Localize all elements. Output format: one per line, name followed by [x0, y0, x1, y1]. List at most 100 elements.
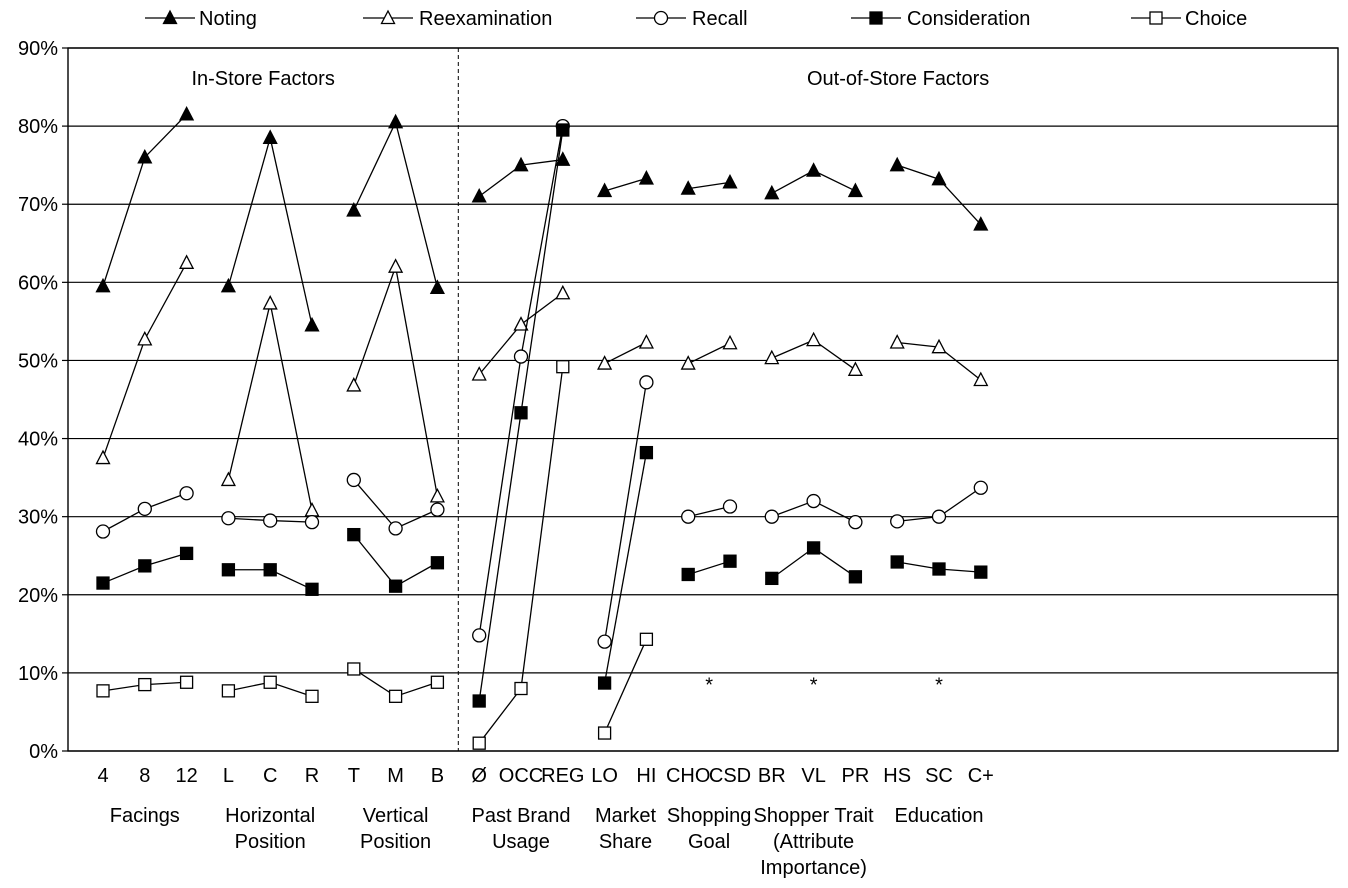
data-point	[514, 681, 528, 696]
data-point	[95, 524, 111, 539]
group-label: Goal	[688, 831, 730, 853]
data-point	[764, 509, 779, 524]
data-point	[472, 628, 487, 643]
data-point	[137, 148, 153, 164]
data-point	[304, 502, 320, 517]
group-label: (Attribute	[773, 831, 854, 853]
data-point	[556, 360, 570, 374]
series-line	[604, 177, 647, 192]
data-point	[973, 480, 988, 495]
group-label: Position	[360, 831, 431, 853]
data-point	[848, 570, 863, 584]
data-point	[597, 676, 612, 690]
legend-label: Noting	[199, 8, 257, 30]
data-point	[931, 170, 947, 186]
y-tick-label: 0%	[29, 741, 58, 763]
x-tick-label: HS	[883, 765, 911, 787]
data-point	[639, 375, 654, 390]
data-point	[138, 559, 152, 573]
data-point	[555, 151, 571, 166]
x-tick-label: 8	[139, 765, 150, 787]
series-line	[688, 181, 731, 190]
data-point	[806, 541, 821, 555]
group-label: Education	[895, 805, 984, 827]
data-point	[347, 527, 361, 542]
data-point	[179, 486, 194, 501]
series-line	[353, 534, 438, 588]
data-point	[973, 216, 989, 231]
section-label-in-store: In-Store Factors	[191, 68, 334, 90]
data-point	[514, 406, 528, 420]
series-recall	[95, 118, 988, 649]
data-point	[513, 156, 529, 172]
legend-marker	[380, 9, 396, 25]
data-point	[220, 277, 236, 293]
data-point	[305, 582, 319, 596]
x-tick-label: REG	[541, 765, 584, 787]
data-point	[305, 689, 319, 703]
series-reexamination	[95, 254, 989, 517]
group-label: Past Brand	[472, 805, 571, 827]
series-line	[353, 264, 439, 497]
data-point	[96, 576, 110, 590]
x-tick-label: 4	[97, 765, 108, 787]
data-point	[932, 562, 946, 576]
data-point	[472, 736, 486, 750]
data-point	[304, 514, 320, 530]
group-label: Market	[595, 805, 657, 827]
data-point	[388, 579, 403, 593]
group-label: Facings	[110, 805, 180, 827]
data-point	[137, 501, 152, 517]
y-tick-label: 90%	[18, 38, 58, 60]
data-point	[179, 675, 194, 689]
x-tick-label: SC	[925, 765, 953, 787]
data-point	[263, 675, 277, 689]
data-point	[347, 662, 361, 676]
series-line	[227, 303, 313, 511]
data-point	[974, 565, 988, 579]
series-line	[687, 342, 731, 365]
series-noting	[95, 105, 989, 332]
data-point	[806, 331, 822, 347]
x-tick-label: M	[387, 765, 404, 787]
legend-item-choice: Choice	[1131, 8, 1247, 30]
data-point	[513, 316, 529, 331]
x-tick-label: R	[305, 765, 319, 787]
data-point	[221, 684, 236, 698]
data-point	[847, 361, 863, 376]
series-line	[688, 505, 731, 518]
data-point	[388, 113, 404, 129]
x-tick-label: LO	[591, 765, 618, 787]
series-line	[603, 452, 648, 684]
data-point	[681, 567, 695, 582]
legend-label: Reexamination	[419, 8, 552, 30]
data-point	[889, 156, 905, 172]
data-point	[346, 202, 362, 217]
data-point	[847, 182, 863, 198]
data-point	[138, 677, 152, 692]
data-point	[137, 330, 153, 346]
data-point	[556, 123, 570, 137]
series-line	[604, 639, 647, 734]
data-point	[513, 349, 529, 364]
x-tick-label: VL	[801, 765, 825, 787]
section-label-out-of-store: Out-of-Store Factors	[807, 68, 989, 90]
data-point	[471, 366, 487, 381]
x-tick-label: CHO	[666, 765, 710, 787]
legend-label: Recall	[692, 8, 748, 30]
data-point	[263, 563, 277, 577]
axes	[62, 47, 1339, 752]
series-line	[478, 125, 564, 636]
y-tick-label: 50%	[18, 350, 58, 372]
data-point	[430, 675, 445, 689]
data-point	[597, 726, 612, 740]
data-point	[638, 334, 654, 349]
legend-item-reexamination: Reexamination	[363, 8, 552, 30]
asterisk-marker: *	[705, 675, 713, 697]
data-point	[555, 284, 571, 300]
data-point	[723, 554, 737, 568]
data-point	[973, 371, 989, 387]
x-tick-label: CSD	[709, 765, 751, 787]
legend-marker	[869, 11, 883, 25]
y-tick-label: 30%	[18, 507, 58, 529]
